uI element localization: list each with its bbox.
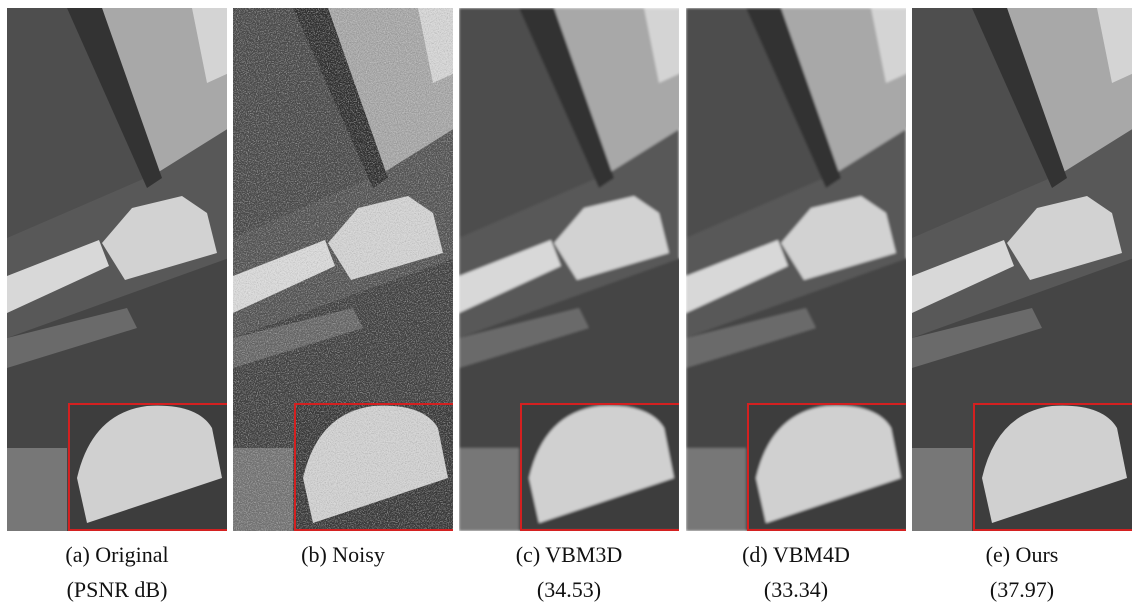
figure: (a) Original (PSNR dB) (b) Noisy (c) VBM3D (…: [0, 0, 1132, 610]
field-bottom-left: [233, 448, 293, 531]
image-panel: [459, 8, 681, 531]
image: [912, 8, 1132, 531]
caption: (e) Ours: [986, 542, 1059, 567]
field-bottom-left: [7, 448, 67, 531]
image-panel: [912, 8, 1132, 531]
caption-detail: (33.34): [764, 577, 828, 602]
caption-detail: (34.53): [537, 577, 601, 602]
caption: (d) VBM4D: [742, 542, 850, 567]
field-bottom-left: [912, 448, 972, 531]
caption-detail: (PSNR dB): [67, 577, 168, 602]
image: [233, 8, 455, 531]
caption-detail: (37.97): [990, 577, 1054, 602]
caption: (c) VBM3D: [516, 542, 623, 567]
caption: (b) Noisy: [301, 542, 385, 567]
field-bottom-left: [686, 448, 746, 531]
page: (a) Original (PSNR dB) (b) Noisy (c) VBM3D (…: [0, 0, 1132, 610]
image: [7, 8, 229, 531]
image-panel: [7, 8, 229, 531]
image: [686, 8, 908, 531]
image-panel: [686, 8, 908, 531]
field-bottom-left: [459, 448, 519, 531]
image: [459, 8, 681, 531]
image-panel: [233, 8, 455, 531]
caption: (a) Original: [65, 542, 168, 567]
